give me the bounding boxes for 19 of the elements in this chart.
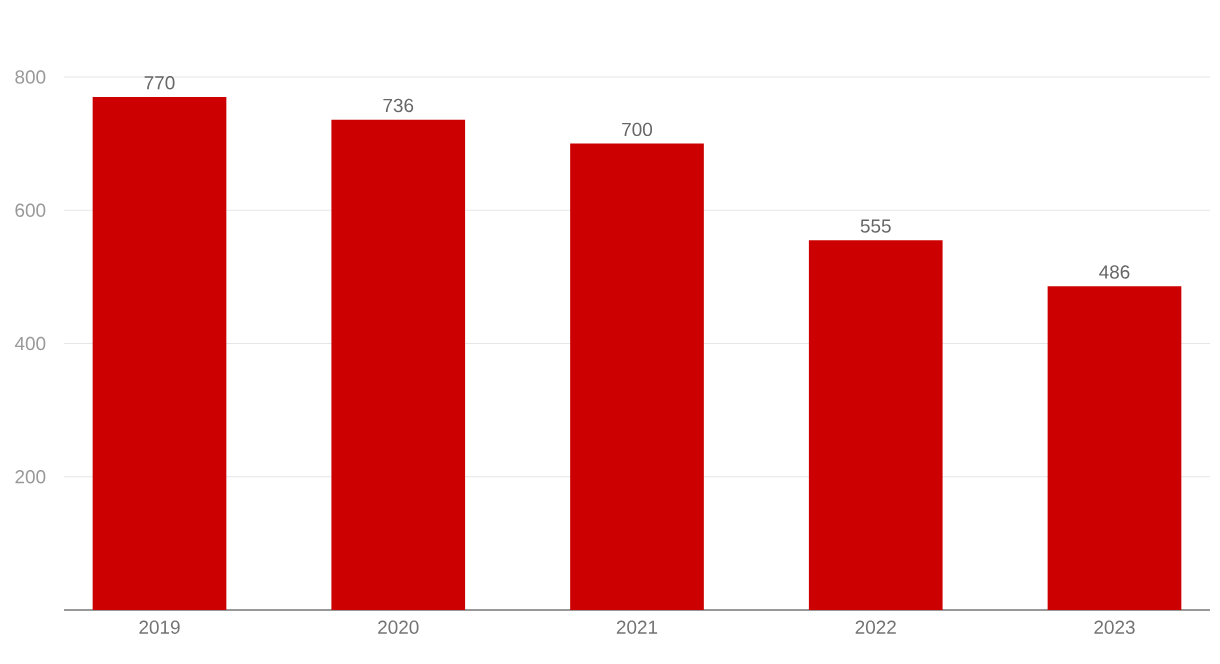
x-tick-label: 2021: [616, 620, 658, 634]
x-tick-label: 2023: [1094, 620, 1135, 634]
x-tick-label: 2022: [855, 620, 896, 634]
x-tick-label: 2020: [378, 620, 419, 634]
y-tick-label: 200: [15, 470, 46, 484]
data-label: 486: [1099, 265, 1130, 279]
bar: [92, 96, 227, 610]
data-label: 555: [860, 219, 891, 233]
bar: [570, 143, 704, 610]
bar: [1047, 286, 1182, 610]
y-tick-label: 800: [15, 70, 46, 84]
bar: [808, 240, 943, 610]
y-tick-label: 400: [14, 336, 46, 351]
x-tick-label: 2019: [139, 620, 180, 634]
data-label: 736: [383, 98, 414, 113]
bar: [331, 119, 466, 610]
data-label: 770: [144, 76, 175, 90]
y-tick-label: 600: [15, 203, 46, 217]
data-label: 700: [622, 122, 653, 137]
